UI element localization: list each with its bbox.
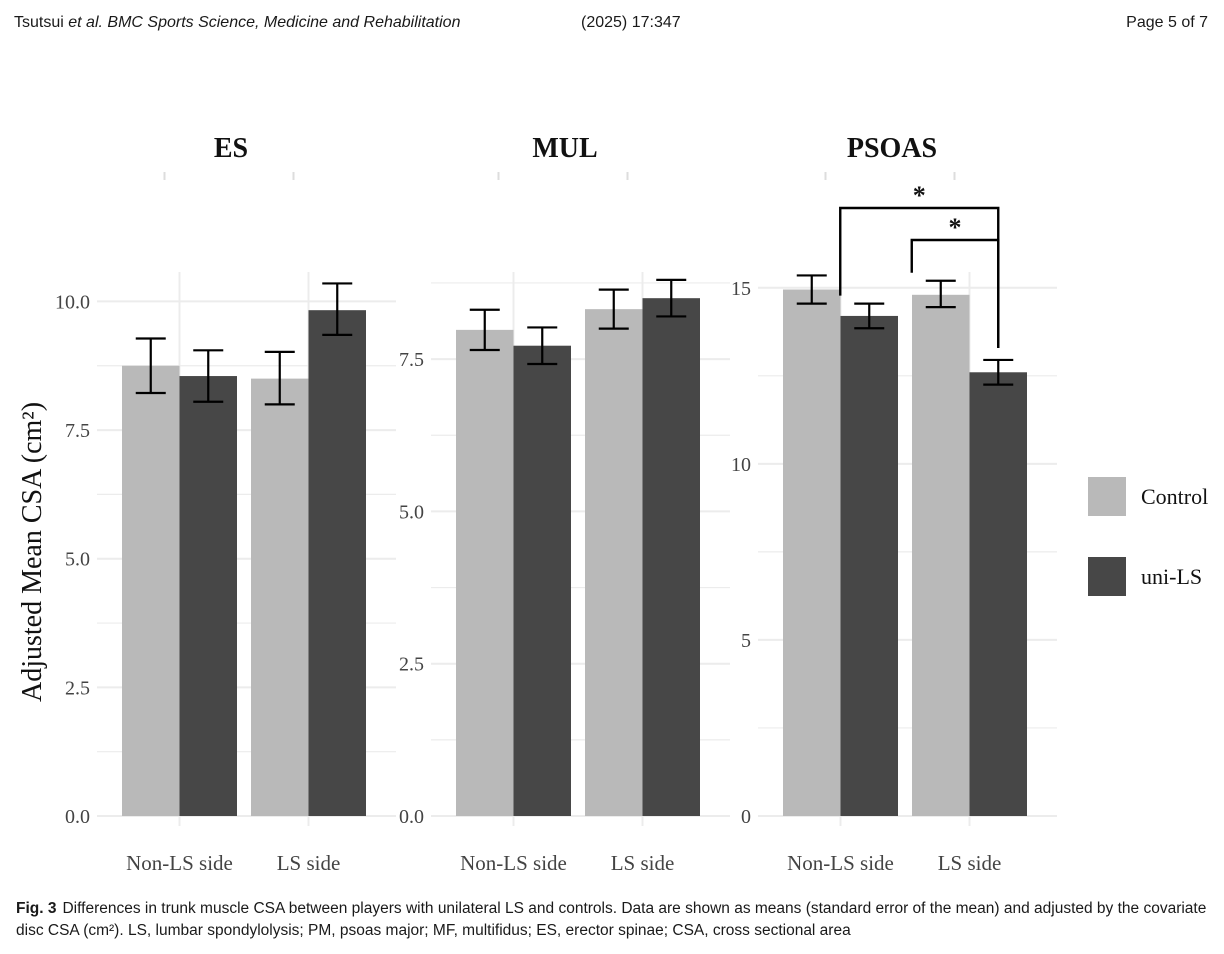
caption-text: Differences in trunk muscle CSA between …	[16, 900, 1207, 939]
header-etal: et al.	[68, 14, 103, 31]
x-tick-label: LS side	[277, 851, 341, 875]
x-tick-label: LS side	[938, 851, 1002, 875]
page-header: Tsutsui et al. BMC Sports Science, Medic…	[14, 14, 1208, 36]
bar-es-control	[122, 365, 180, 816]
y-tick-label: 15	[731, 278, 751, 300]
bar-es-uni-ls	[308, 310, 366, 816]
bar-psoas-control	[783, 289, 841, 816]
y-tick-label: 5.0	[65, 549, 90, 571]
y-tick-label: 0.0	[65, 806, 90, 828]
legend-label-uni-ls: uni-LS	[1141, 564, 1202, 589]
y-tick-label: 10	[731, 454, 751, 476]
x-tick-label: LS side	[611, 851, 675, 875]
y-tick-label: 7.5	[399, 349, 424, 371]
bar-mul-control	[585, 309, 643, 816]
bar-chart: Non-LS side LS side 0.0 2.5 5.0 7.5 10.0 ES Non-…	[17, 133, 1208, 875]
bar-mul-uni-ls	[513, 345, 571, 816]
significance-star: *	[949, 213, 962, 242]
y-tick-label: 10.0	[55, 291, 90, 313]
bar-mul-uni-ls	[642, 298, 700, 816]
header-journal: BMC Sports Science, Medicine and Rehabil…	[107, 14, 461, 31]
x-tick-label: Non-LS side	[126, 851, 233, 875]
y-tick-label: 0	[741, 806, 751, 828]
x-tick-label: Non-LS side	[460, 851, 567, 875]
header-authors: Tsutsui	[14, 14, 64, 31]
panel-title-mul: MUL	[532, 133, 597, 164]
panel-title-es: ES	[214, 133, 248, 164]
caption-label: Fig. 3	[16, 900, 57, 917]
significance-bracket	[910, 238, 1000, 348]
figure-caption: Fig. 3 Differences in trunk muscle CSA be…	[16, 898, 1210, 942]
y-tick-label: 2.5	[399, 654, 424, 676]
y-tick-label: 0.0	[399, 806, 424, 828]
bar-es-control	[251, 378, 309, 816]
significance-star: *	[913, 181, 926, 210]
bar-mul-control	[456, 329, 514, 816]
bar-psoas-uni-ls	[840, 315, 898, 816]
bar-psoas-control	[912, 294, 970, 817]
header-citation: (2025) 17:347	[581, 14, 681, 31]
y-axis-label: Adjusted Mean CSA (cm²)	[17, 402, 48, 702]
bar-psoas-uni-ls	[969, 372, 1027, 816]
y-tick-label: 2.5	[65, 677, 90, 699]
x-tick-label: Non-LS side	[787, 851, 894, 875]
legend-label-control: Control	[1141, 484, 1208, 509]
bar-es-uni-ls	[179, 376, 237, 816]
panel-title-psoas: PSOAS	[847, 133, 937, 164]
y-tick-label: 5	[741, 630, 751, 652]
legend-swatch-control	[1088, 477, 1126, 516]
header-page-number: Page 5 of 7	[1126, 14, 1208, 31]
y-tick-label: 5.0	[399, 501, 424, 523]
y-tick-label: 7.5	[65, 420, 90, 442]
running-head: Tsutsui et al. BMC Sports Science, Medic…	[14, 14, 460, 32]
legend-swatch-uni-ls	[1088, 557, 1126, 596]
